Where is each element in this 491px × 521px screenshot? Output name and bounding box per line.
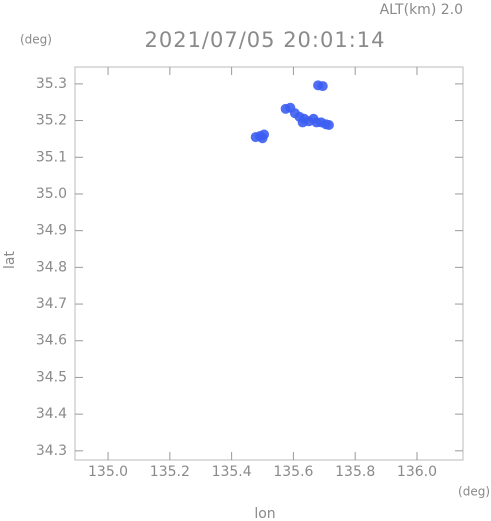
echo-point <box>317 81 328 92</box>
y-tick-label: 35.2 <box>36 113 67 129</box>
y-tick-label: 35.0 <box>36 186 67 202</box>
x-tick-label: 135.8 <box>335 464 375 480</box>
x-tick-label: 135.6 <box>273 464 313 480</box>
x-tick-label: 136.0 <box>397 464 437 480</box>
y-tick-label: 34.8 <box>36 259 67 275</box>
x-tick-label: 135.0 <box>88 464 128 480</box>
chart-title: 2021/07/05 20:01:14 <box>144 28 385 52</box>
y-tick-label: 34.4 <box>36 406 67 422</box>
plot-frame <box>74 66 464 461</box>
x-tick-label: 135.2 <box>150 464 190 480</box>
x-unit: (deg) <box>458 485 490 499</box>
y-tick-label: 35.3 <box>36 76 67 92</box>
y-unit: (deg) <box>20 33 52 47</box>
y-tick-label: 35.1 <box>36 149 67 165</box>
x-tick-label: 135.4 <box>212 464 252 480</box>
x-axis-label: lon <box>254 506 275 521</box>
echo-point <box>297 117 308 128</box>
y-tick-label: 34.9 <box>36 223 67 239</box>
y-tick-label: 34.3 <box>36 443 67 459</box>
echo-point <box>323 119 334 130</box>
y-tick-label: 34.7 <box>36 296 67 312</box>
y-axis-label: lat <box>2 251 18 269</box>
echo-point <box>257 133 268 144</box>
altitude-label: ALT(km) 2.0 <box>380 2 463 18</box>
y-tick-label: 34.5 <box>36 369 67 385</box>
y-tick-label: 34.6 <box>36 333 67 349</box>
